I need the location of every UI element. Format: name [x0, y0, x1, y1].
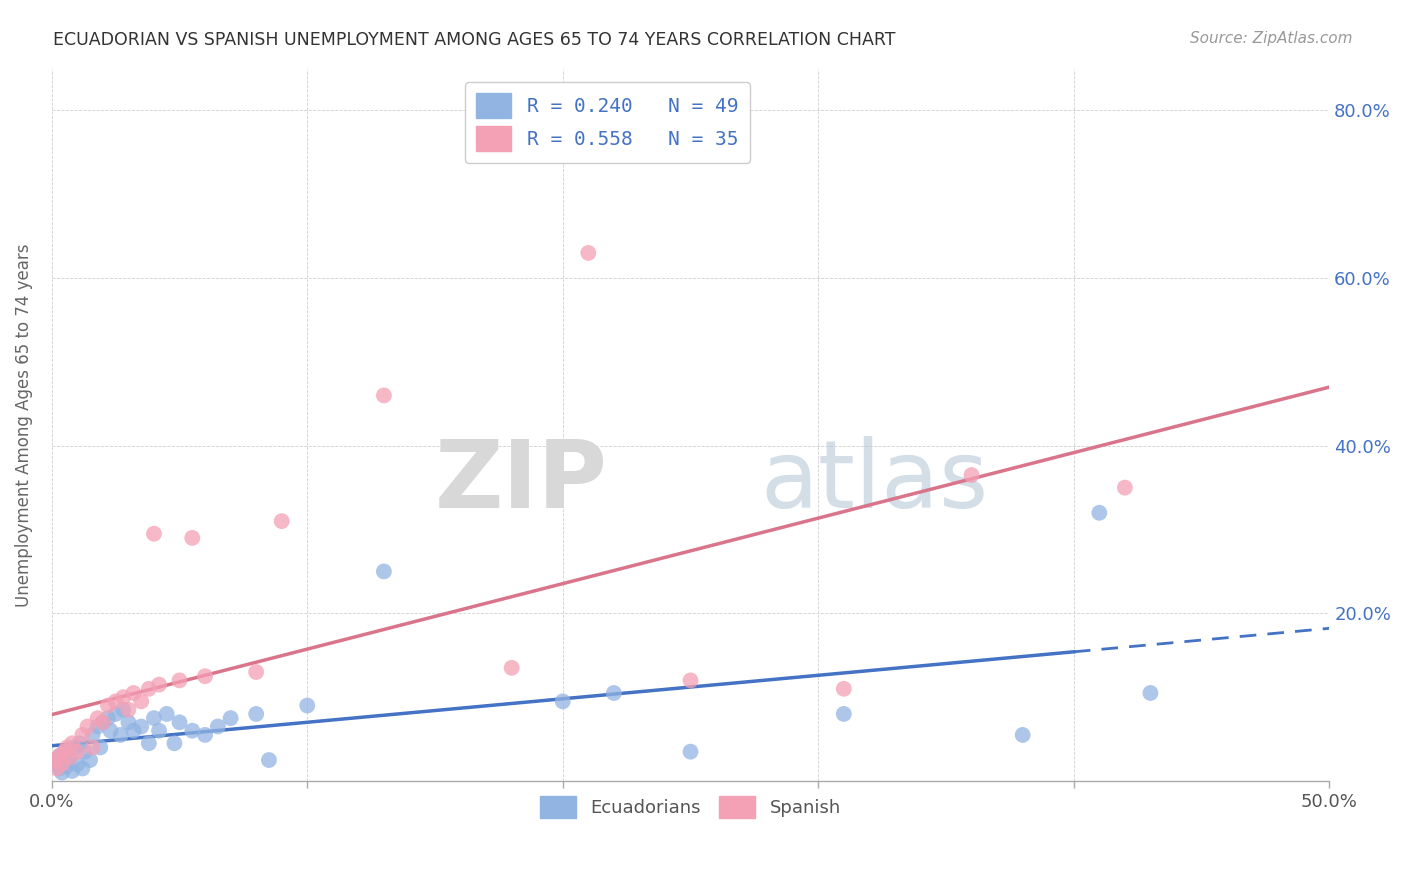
- Point: [48, 748, 70, 763]
- Point: [59, 750, 82, 764]
- Point: [112, 690, 135, 705]
- Point: [117, 703, 139, 717]
- Point: [112, 703, 135, 717]
- Point: [56, 740, 79, 755]
- Text: ZIP: ZIP: [434, 436, 607, 528]
- Point: [63, 740, 86, 755]
- Point: [73, 745, 96, 759]
- Point: [297, 698, 319, 713]
- Point: [207, 719, 229, 733]
- Point: [122, 723, 145, 738]
- Point: [181, 531, 204, 545]
- Point: [148, 723, 170, 738]
- Point: [501, 661, 523, 675]
- Point: [44, 753, 66, 767]
- Point: [100, 723, 122, 738]
- Point: [76, 719, 98, 733]
- Point: [72, 761, 94, 775]
- Point: [45, 753, 67, 767]
- Point: [960, 468, 983, 483]
- Point: [72, 728, 94, 742]
- Point: [148, 677, 170, 691]
- Point: [44, 757, 66, 772]
- Point: [56, 759, 79, 773]
- Point: [832, 681, 855, 696]
- Point: [138, 736, 160, 750]
- Point: [97, 698, 120, 713]
- Point: [60, 736, 83, 750]
- Point: [122, 686, 145, 700]
- Point: [138, 681, 160, 696]
- Point: [104, 694, 127, 708]
- Point: [551, 694, 574, 708]
- Text: Source: ZipAtlas.com: Source: ZipAtlas.com: [1189, 31, 1353, 46]
- Point: [129, 694, 152, 708]
- Point: [832, 706, 855, 721]
- Point: [45, 761, 67, 775]
- Point: [1011, 728, 1033, 742]
- Point: [51, 765, 73, 780]
- Point: [104, 706, 127, 721]
- Point: [219, 711, 242, 725]
- Point: [79, 753, 101, 767]
- Point: [142, 526, 165, 541]
- Point: [66, 757, 89, 772]
- Point: [1114, 481, 1136, 495]
- Point: [156, 706, 179, 721]
- Point: [48, 748, 70, 763]
- Point: [163, 736, 186, 750]
- Point: [87, 719, 110, 733]
- Point: [82, 740, 104, 755]
- Point: [51, 757, 73, 772]
- Point: [97, 711, 120, 725]
- Point: [169, 673, 191, 688]
- Point: [373, 565, 395, 579]
- Point: [576, 246, 599, 260]
- Point: [53, 756, 76, 770]
- Point: [270, 514, 292, 528]
- Point: [53, 745, 76, 759]
- Point: [66, 745, 89, 759]
- Point: [91, 715, 114, 730]
- Point: [603, 686, 626, 700]
- Point: [87, 711, 110, 725]
- Point: [69, 736, 91, 750]
- Point: [169, 715, 191, 730]
- Point: [60, 764, 83, 778]
- Point: [91, 715, 114, 730]
- Point: [129, 719, 152, 733]
- Point: [82, 728, 104, 742]
- Point: [59, 750, 82, 764]
- Point: [1139, 686, 1161, 700]
- Point: [110, 728, 132, 742]
- Point: [245, 665, 267, 679]
- Point: [48, 761, 70, 775]
- Point: [1088, 506, 1111, 520]
- Point: [679, 673, 702, 688]
- Point: [257, 753, 280, 767]
- Point: [245, 706, 267, 721]
- Point: [194, 728, 217, 742]
- Point: [679, 745, 702, 759]
- Point: [194, 669, 217, 683]
- Text: atlas: atlas: [761, 436, 988, 528]
- Point: [373, 388, 395, 402]
- Y-axis label: Unemployment Among Ages 65 to 74 years: Unemployment Among Ages 65 to 74 years: [15, 243, 32, 607]
- Point: [89, 740, 111, 755]
- Text: ECUADORIAN VS SPANISH UNEMPLOYMENT AMONG AGES 65 TO 74 YEARS CORRELATION CHART: ECUADORIAN VS SPANISH UNEMPLOYMENT AMONG…: [53, 31, 896, 49]
- Legend: Ecuadorians, Spanish: Ecuadorians, Spanish: [533, 789, 848, 825]
- Point: [53, 745, 76, 759]
- Point: [181, 723, 204, 738]
- Point: [142, 711, 165, 725]
- Point: [117, 715, 139, 730]
